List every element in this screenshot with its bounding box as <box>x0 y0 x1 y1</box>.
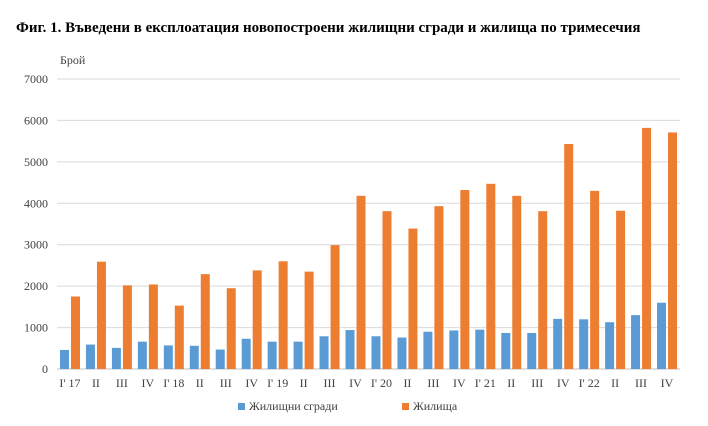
x-tick-label: II <box>507 376 515 390</box>
y-tick-label: 3000 <box>24 238 48 252</box>
bar-buildings-21 <box>605 322 615 369</box>
bar-buildings-14 <box>423 331 433 369</box>
bar-buildings-16 <box>475 329 485 369</box>
bar-buildings-3 <box>137 341 147 369</box>
bar-buildings-18 <box>527 332 537 369</box>
x-tick-label: I' 17 <box>59 376 80 390</box>
bars <box>59 127 678 369</box>
x-tick-label: II <box>403 376 411 390</box>
legend-item-dwellings: Жилища <box>402 399 457 414</box>
y-tick-label: 4000 <box>24 196 48 210</box>
bar-buildings-0 <box>59 349 69 369</box>
bar-buildings-7 <box>241 338 251 369</box>
bar-buildings-11 <box>345 330 355 369</box>
bar-buildings-9 <box>293 341 303 369</box>
bar-buildings-2 <box>111 347 121 369</box>
bar-buildings-17 <box>501 332 511 369</box>
bar-buildings-4 <box>163 345 173 369</box>
bar-buildings-12 <box>371 336 381 369</box>
bar-buildings-13 <box>397 337 407 369</box>
x-axis-ticks: I' 17 II III IV I' 18 II III IV I' 19 II III IV I' 2… <box>59 376 673 390</box>
legend-swatch-dwellings <box>402 403 409 410</box>
bar-buildings-20 <box>579 319 589 369</box>
bar-buildings-15 <box>449 330 459 369</box>
y-axis-label: Брой <box>60 53 86 67</box>
chart-title: Фиг. 1. Въведени в експлоатация новопост… <box>16 20 641 36</box>
bar-dwellings-7 <box>252 270 262 369</box>
bar-dwellings-16 <box>486 183 496 369</box>
y-tick-label: 2000 <box>24 279 48 293</box>
x-tick-label: II <box>611 376 619 390</box>
x-tick-label: I' 21 <box>475 376 496 390</box>
bar-dwellings-0 <box>70 296 80 369</box>
y-tick-label: 5000 <box>24 155 48 169</box>
x-tick-label: IV <box>142 376 155 390</box>
bar-buildings-22 <box>631 315 641 369</box>
bar-buildings-5 <box>189 345 199 369</box>
x-tick-label: II <box>196 376 204 390</box>
bar-dwellings-22 <box>642 127 652 369</box>
y-axis-ticks: 0 1000 2000 3000 4000 5000 6000 7000 <box>24 72 48 376</box>
bar-dwellings-6 <box>226 288 236 369</box>
bar-buildings-6 <box>215 349 225 369</box>
bar-dwellings-15 <box>460 190 470 369</box>
x-tick-label: IV <box>557 376 570 390</box>
x-tick-label: II <box>92 376 100 390</box>
x-tick-label: III <box>324 376 336 390</box>
legend-swatch-buildings <box>238 403 245 410</box>
legend-item-buildings: Жилищни сгради <box>238 399 338 414</box>
bar-buildings-10 <box>319 336 329 369</box>
bar-buildings-23 <box>657 302 667 369</box>
x-tick-label: I' 18 <box>163 376 184 390</box>
bar-buildings-1 <box>85 344 95 369</box>
x-tick-label: IV <box>245 376 258 390</box>
bar-dwellings-11 <box>356 195 366 369</box>
x-tick-label: IV <box>453 376 466 390</box>
bar-dwellings-23 <box>668 132 678 369</box>
x-tick-label: I' 19 <box>267 376 288 390</box>
bar-dwellings-10 <box>330 245 340 369</box>
bar-dwellings-13 <box>408 228 418 369</box>
bar-dwellings-1 <box>96 261 106 369</box>
x-tick-label: II <box>300 376 308 390</box>
y-tick-label: 1000 <box>24 321 48 335</box>
x-tick-label: III <box>220 376 232 390</box>
bar-dwellings-19 <box>564 144 574 369</box>
bar-dwellings-4 <box>174 305 184 369</box>
x-tick-label: IV <box>661 376 674 390</box>
x-tick-label: III <box>635 376 647 390</box>
bar-dwellings-5 <box>200 274 210 369</box>
bar-dwellings-9 <box>304 271 314 369</box>
bar-dwellings-8 <box>278 261 288 369</box>
bar-dwellings-21 <box>616 210 626 369</box>
y-tick-label: 7000 <box>24 72 48 86</box>
bar-dwellings-18 <box>538 211 548 369</box>
bar-dwellings-12 <box>382 211 392 369</box>
x-tick-label: I' 22 <box>579 376 600 390</box>
bar-dwellings-2 <box>122 285 132 369</box>
bar-dwellings-20 <box>590 190 600 369</box>
x-tick-label: III <box>531 376 543 390</box>
y-tick-label: 6000 <box>24 113 48 127</box>
x-tick-label: III <box>427 376 439 390</box>
legend-label-buildings: Жилищни сгради <box>249 399 338 413</box>
bar-dwellings-17 <box>512 195 522 369</box>
legend-label-dwellings: Жилища <box>413 399 458 413</box>
bar-dwellings-3 <box>148 284 158 369</box>
y-tick-label: 0 <box>42 362 48 376</box>
x-tick-label: IV <box>349 376 362 390</box>
bar-buildings-8 <box>267 341 277 369</box>
gridlines <box>57 78 680 370</box>
bar-dwellings-14 <box>434 206 444 369</box>
x-tick-label: III <box>116 376 128 390</box>
bar-buildings-19 <box>553 318 563 369</box>
x-tick-label: I' 20 <box>371 376 392 390</box>
